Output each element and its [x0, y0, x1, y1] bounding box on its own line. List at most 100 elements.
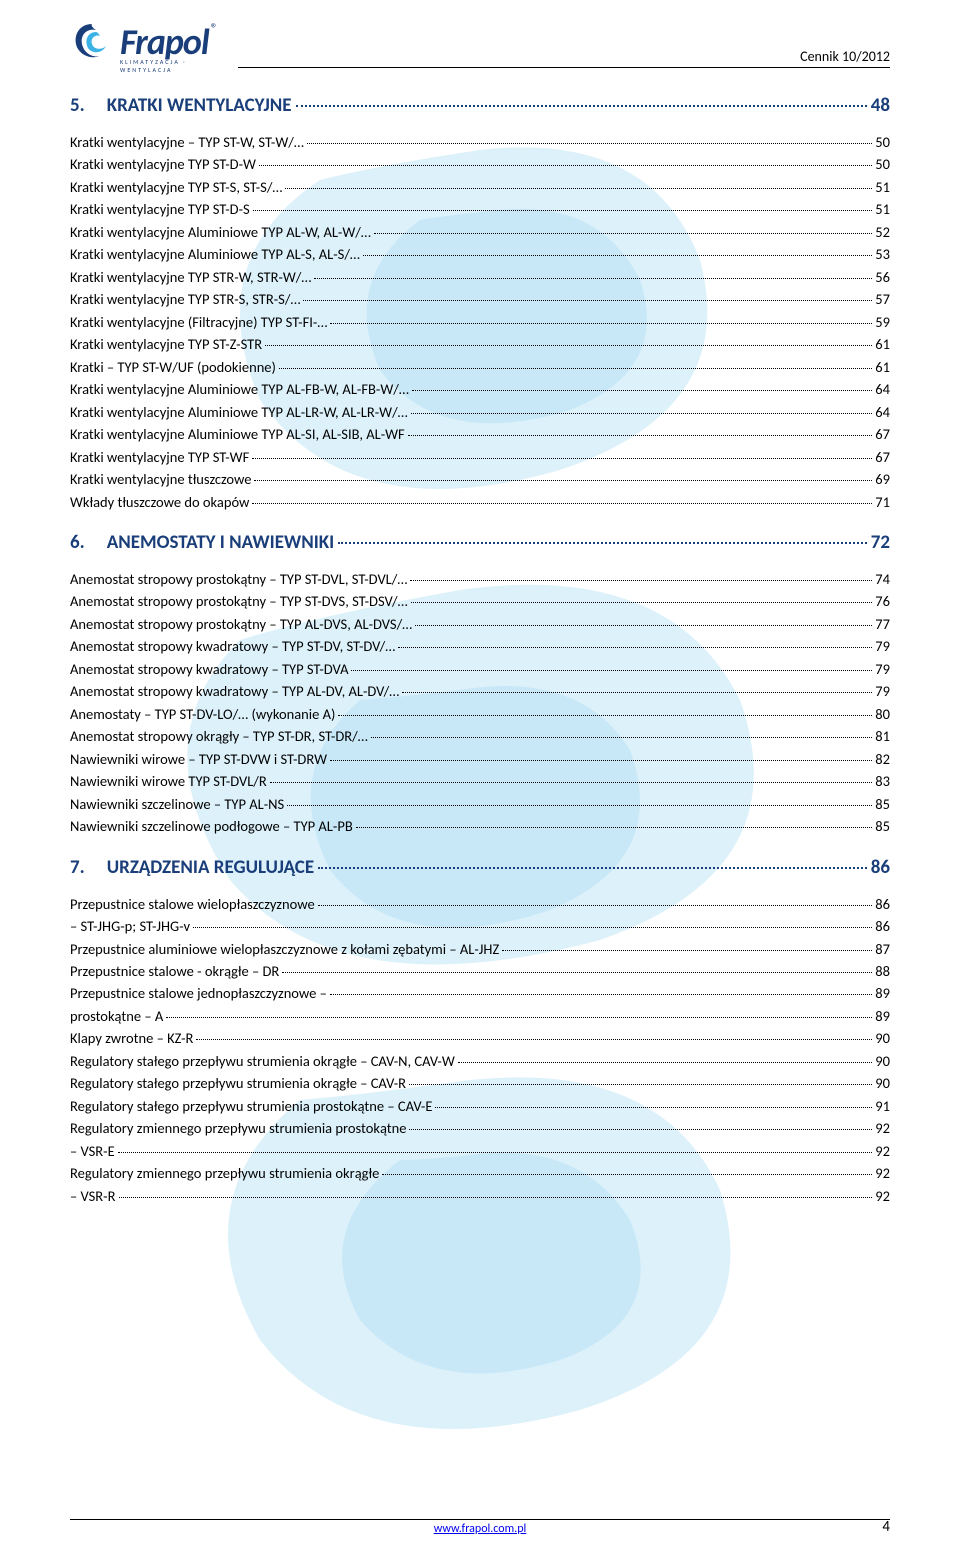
- toc-entry: Kratki wentylacyjne tłuszczowe69: [70, 468, 890, 490]
- toc-entry-text: – VSR-R: [70, 1185, 116, 1207]
- toc-entry-page: 79: [875, 658, 890, 680]
- toc-entry-page: 90: [875, 1072, 890, 1094]
- toc-entry-page: 52: [875, 221, 890, 243]
- toc-entry-text: Wkłady tłuszczowe do okapów: [70, 491, 249, 513]
- toc-entry-text: Nawiewniki szczelinowe podłogowe – TYP A…: [70, 815, 353, 837]
- toc-entry: Nawiewniki szczelinowe – TYP AL-NS 85: [70, 793, 890, 815]
- leader-dots: [338, 715, 872, 716]
- leader-dots: [252, 503, 872, 504]
- toc-entry-text: Kratki wentylacyjne TYP ST-WF: [70, 446, 249, 468]
- toc-entry-text: – ST-JHG-p; ST-JHG-v: [70, 915, 190, 937]
- leader-dots: [119, 1197, 873, 1198]
- toc-entry: Kratki – TYP ST-W/UF (podokienne)61: [70, 356, 890, 378]
- toc-entry: Regulatory zmiennego przepływu strumieni…: [70, 1162, 890, 1184]
- toc-entry-page: 83: [875, 770, 890, 792]
- footer-url[interactable]: www.frapol.com.pl: [70, 1519, 890, 1536]
- leader-dots: [411, 413, 873, 414]
- toc-entry: Anemostat stropowy okrągły – TYP ST-DR, …: [70, 725, 890, 747]
- toc-entry: Anemostat stropowy kwadratowy – TYP ST-D…: [70, 635, 890, 657]
- toc-entry-text: Kratki wentylacyjne TYP STR-S, STR-S/…: [70, 288, 300, 310]
- toc-entry-page: 51: [875, 176, 890, 198]
- toc-entry-page: 86: [875, 893, 890, 915]
- toc-entry-page: 71: [875, 491, 890, 513]
- toc-entry: Regulatory stałego przepływu strumienia …: [70, 1095, 890, 1117]
- table-of-contents: 5.KRATKI WENTYLACYJNE48Kratki wentylacyj…: [70, 94, 890, 1207]
- section-page: 48: [871, 94, 890, 117]
- toc-entry: Kratki wentylacyjne Aluminiowe TYP AL-FB…: [70, 378, 890, 400]
- toc-entry-text: – VSR-E: [70, 1140, 115, 1162]
- toc-entry-page: 85: [875, 793, 890, 815]
- toc-entry: Anemostat stropowy prostokątny – TYP AL-…: [70, 613, 890, 635]
- section-number: 7.: [70, 856, 85, 879]
- toc-entry: Anemostaty – TYP ST-DV-LO/… (wykonanie A…: [70, 703, 890, 725]
- toc-entry: Anemostat stropowy kwadratowy – TYP ST-D…: [70, 658, 890, 680]
- leader-dots: [279, 368, 872, 369]
- toc-entry: Regulatory stałego przepływu strumienia …: [70, 1050, 890, 1072]
- toc-entry-text: Kratki wentylacyjne TYP ST-S, ST-S/…: [70, 176, 282, 198]
- toc-entry-text: Anemostat stropowy prostokątny – TYP ST-…: [70, 568, 407, 590]
- toc-entry-text: Regulatory zmiennego przepływu strumieni…: [70, 1162, 379, 1184]
- leader-dots: [330, 323, 872, 324]
- toc-entry: Kratki wentylacyjne TYP ST-Z-STR61: [70, 333, 890, 355]
- toc-entry-page: 92: [875, 1117, 890, 1139]
- toc-entry-page: 81: [875, 725, 890, 747]
- toc-entry-page: 89: [875, 982, 890, 1004]
- toc-entry-text: prostokątne – A: [70, 1005, 163, 1027]
- page-header: Frapol® KLIMATYZACJA · WENTYLACJA Cennik…: [70, 20, 890, 74]
- leader-dots: [363, 255, 872, 256]
- toc-entry-text: Nawiewniki szczelinowe – TYP AL-NS: [70, 793, 284, 815]
- toc-entry: Kratki wentylacyjne TYP ST-WF67: [70, 446, 890, 468]
- toc-entry: Anemostat stropowy kwadratowy – TYP AL-D…: [70, 680, 890, 702]
- logo-swirl-icon: [70, 20, 114, 64]
- toc-entry-text: Przepustnice stalowe jednopłaszczyznowe …: [70, 982, 327, 1004]
- leader-dots: [282, 972, 872, 973]
- leader-dots: [259, 165, 872, 166]
- toc-entry-text: Kratki wentylacyjne TYP ST-D-S: [70, 198, 250, 220]
- toc-entry-text: Nawiewniki wirowe TYP ST-DVL/R: [70, 770, 267, 792]
- leader-dots: [166, 1017, 872, 1018]
- leader-dots: [382, 1174, 872, 1175]
- toc-entry-text: Kratki wentylacyjne tłuszczowe: [70, 468, 251, 490]
- toc-entry-text: Kratki wentylacyjne Aluminiowe TYP AL-W,…: [70, 221, 371, 243]
- leader-dots: [435, 1107, 872, 1108]
- toc-entry-page: 53: [875, 243, 890, 265]
- leader-dots: [254, 480, 872, 481]
- document-id: Cennik 10/2012: [238, 48, 890, 68]
- toc-entry: Kratki wentylacyjne Aluminiowe TYP AL-S,…: [70, 243, 890, 265]
- leader-dots: [193, 927, 872, 928]
- toc-entry-text: Kratki wentylacyjne Aluminiowe TYP AL-S,…: [70, 243, 360, 265]
- leader-dots: [398, 647, 872, 648]
- toc-entry-page: 90: [875, 1027, 890, 1049]
- section-name: ANEMOSTATY I NAWIEWNIKI: [107, 531, 335, 554]
- leader-dots: [318, 867, 867, 869]
- toc-entry-page: 86: [875, 915, 890, 937]
- toc-entry-page: 59: [875, 311, 890, 333]
- page-number: 4: [882, 1518, 890, 1536]
- toc-entry-page: 50: [875, 153, 890, 175]
- leader-dots: [314, 278, 872, 279]
- toc-entry-text: Kratki wentylacyjne – TYP ST-W, ST-W/…: [70, 131, 304, 153]
- leader-dots: [374, 233, 872, 234]
- toc-entry: Przepustnice aluminiowe wielopłaszczyzno…: [70, 938, 890, 960]
- leader-dots: [371, 737, 873, 738]
- toc-entry-page: 57: [875, 288, 890, 310]
- toc-entry: Wkłady tłuszczowe do okapów 71: [70, 491, 890, 513]
- leader-dots: [409, 1084, 872, 1085]
- toc-entry-page: 77: [875, 613, 890, 635]
- toc-entry-page: 92: [875, 1162, 890, 1184]
- toc-entry-page: 90: [875, 1050, 890, 1072]
- leader-dots: [330, 994, 872, 995]
- toc-entry: Nawiewniki wirowe TYP ST-DVL/R 83: [70, 770, 890, 792]
- section-page: 86: [871, 856, 890, 879]
- leader-dots: [330, 760, 872, 761]
- toc-entry: Kratki wentylacyjne Aluminiowe TYP AL-W,…: [70, 221, 890, 243]
- section-name: KRATKI WENTYLACYJNE: [107, 94, 292, 117]
- toc-entry: Kratki wentylacyjne TYP ST-D-W50: [70, 153, 890, 175]
- leader-dots: [356, 827, 873, 828]
- toc-entry: Kratki wentylacyjne – TYP ST-W, ST-W/…50: [70, 131, 890, 153]
- toc-entry-page: 80: [875, 703, 890, 725]
- section-number: 6.: [70, 531, 85, 554]
- leader-dots: [285, 188, 872, 189]
- toc-entry-text: Kratki wentylacyjne TYP STR-W, STR-W/…: [70, 266, 311, 288]
- toc-entry: Przepustnice stalowe - okrągłe – DR88: [70, 960, 890, 982]
